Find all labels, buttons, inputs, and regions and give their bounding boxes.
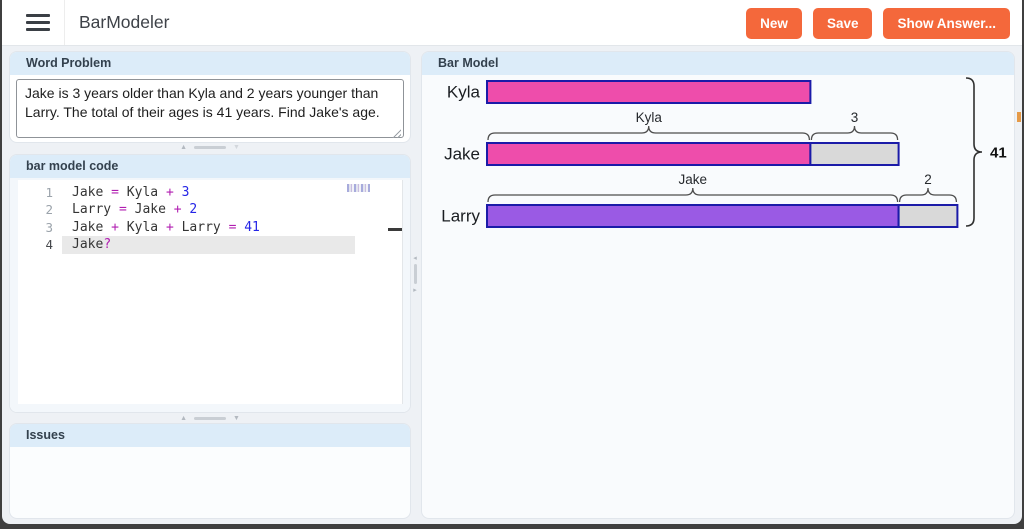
code-editor[interactable]: 1 Jake = Kyla + 3 2 Larry = Jake + 2 3 Jake +… [18, 180, 403, 404]
token-op: = [118, 202, 135, 218]
bar-model-diagram: Kyla Jake Kyla 3 Larry Jake 2 41 [441, 77, 1007, 228]
code-text: Jake + Kyla + Larry = 41 [62, 219, 260, 236]
token-id: Jake [134, 202, 174, 218]
token-id: Kyla [126, 185, 166, 200]
token-op: = [228, 219, 245, 235]
bar-segment [486, 142, 812, 166]
line-number: 4 [45, 237, 53, 253]
brace-label: Jake [679, 172, 708, 187]
collapse-up-icon[interactable]: ▲ [180, 414, 187, 422]
token-num: 2 [189, 202, 198, 218]
hamburger-menu-icon[interactable] [26, 14, 50, 32]
splitter-handle[interactable] [194, 145, 226, 149]
topbar-divider [64, 0, 65, 45]
new-button[interactable]: New [746, 8, 802, 39]
word-problem-textarea[interactable] [16, 79, 404, 138]
code-text: Jake = Kyla + 3 [62, 184, 189, 201]
collapse-up-icon[interactable]: ▲ [180, 143, 187, 151]
code-line[interactable]: 3 Jake + Kyla + Larry = 41 [18, 219, 402, 236]
bar-segment [809, 142, 900, 166]
overview-ruler-mark [388, 228, 402, 231]
collapse-left-icon[interactable]: ◂ [413, 255, 417, 262]
brace [487, 187, 899, 203]
line-number: 2 [45, 202, 53, 218]
brace-label: 2 [924, 172, 932, 187]
brace [487, 125, 811, 141]
code-line[interactable]: 2 Larry = Jake + 2 [18, 201, 402, 218]
collapse-down-icon[interactable]: ▼ [233, 143, 240, 151]
code-panel: bar model code 1 Jake = Kyla + 3 2 Larry = … [10, 155, 410, 412]
brace-label: 3 [851, 110, 859, 125]
token-id: Larry [181, 219, 229, 235]
token-num: 3 [181, 185, 190, 200]
token-id: Kyla [126, 219, 166, 235]
token-op: = [111, 185, 127, 200]
save-button[interactable]: Save [812, 8, 873, 39]
bar-row-label: Kyla [447, 83, 481, 102]
token-op: + [165, 219, 182, 235]
token-num: 41 [244, 219, 260, 235]
line-number: 1 [45, 185, 53, 200]
brace-label: Kyla [636, 110, 663, 125]
bar-model-header: Bar Model [422, 52, 1014, 75]
bar-model-panel: Bar Model Kyla Jake Kyla 3 Larry Jake 2 41 [422, 52, 1014, 518]
bar-row-label: Jake [444, 145, 480, 164]
horizontal-splitter-bottom[interactable]: ▲ ▼ [10, 412, 410, 424]
word-problem-header: Word Problem [10, 52, 410, 75]
line-number: 3 [45, 219, 53, 235]
total-brace [965, 77, 983, 227]
splitter-handle[interactable] [413, 264, 417, 284]
scrollbar-annotation-mark [1017, 112, 1021, 122]
code-line[interactable]: 4 Jake? [18, 236, 402, 255]
code-text: Jake? [62, 236, 111, 253]
top-bar: BarModeler New Save Show Answer... [2, 0, 1022, 46]
collapse-right-icon[interactable]: ▸ [413, 287, 417, 294]
splitter-handle[interactable] [194, 416, 226, 420]
token-id: Jake [72, 185, 112, 200]
brace [810, 125, 899, 141]
collapse-down-icon[interactable]: ▼ [233, 414, 240, 422]
token-op: + [173, 202, 190, 218]
token-id: Jake [72, 219, 112, 235]
bar-segment [486, 204, 900, 228]
bar-row-label: Larry [441, 207, 480, 226]
bar-segment [486, 80, 812, 104]
token-op: + [165, 185, 182, 200]
code-line[interactable]: 1 Jake = Kyla + 3 [18, 184, 402, 201]
issues-panel: Issues [10, 424, 410, 518]
show-answer-button[interactable]: Show Answer... [883, 8, 1010, 39]
code-panel-header: bar model code [10, 155, 410, 178]
vertical-splitter[interactable]: ◂ ▸ [408, 254, 422, 294]
issues-header: Issues [10, 424, 410, 447]
token-id: Jake [72, 237, 104, 253]
total-label: 41 [990, 145, 1007, 162]
word-problem-panel: Word Problem [10, 52, 410, 142]
minimap-icon [347, 184, 370, 192]
token-op: ? [103, 237, 112, 253]
topbar-buttons: New Save Show Answer... [746, 8, 1010, 39]
token-op: + [111, 219, 127, 235]
code-text: Larry = Jake + 2 [62, 201, 197, 218]
horizontal-splitter-top[interactable]: ▲ ▼ [10, 141, 410, 153]
app-title: BarModeler [79, 12, 170, 32]
token-id: Larry [72, 202, 119, 218]
brace [898, 187, 958, 203]
bar-segment [897, 204, 959, 228]
